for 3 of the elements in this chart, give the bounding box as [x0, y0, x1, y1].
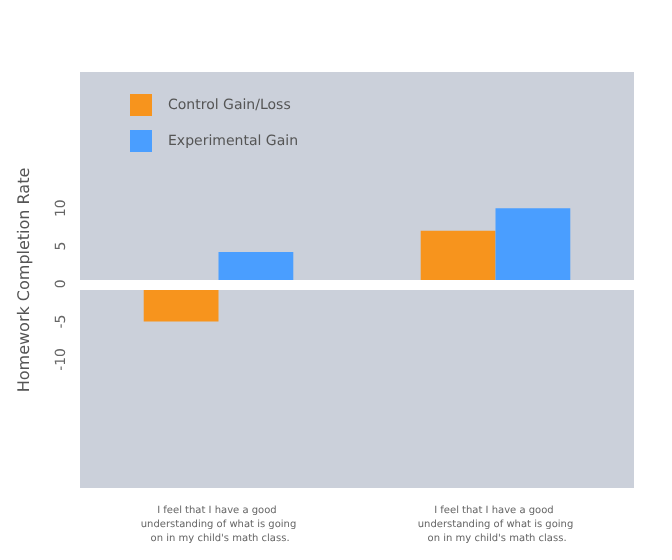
y-axis-title: Homework Completion Rate — [15, 167, 33, 393]
bar — [420, 230, 496, 284]
bar — [495, 208, 571, 284]
